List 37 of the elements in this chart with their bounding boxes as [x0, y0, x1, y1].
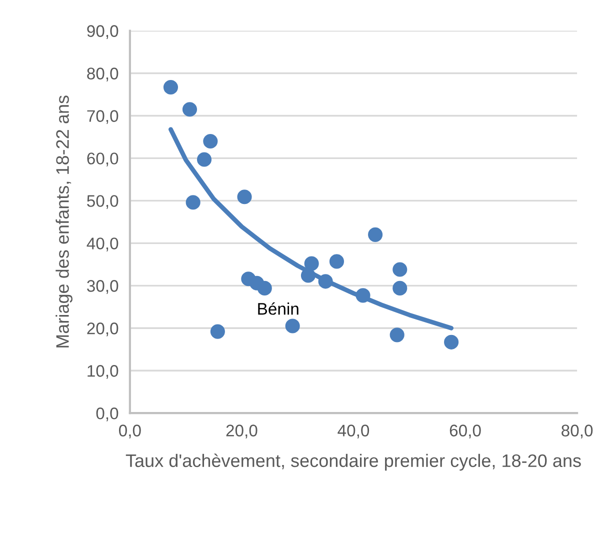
point: [257, 280, 272, 296]
point: [304, 256, 319, 271]
y-tick-label: 50,0: [87, 195, 118, 209]
x-tick-label: 40,0: [338, 424, 370, 438]
y-axis-title: Mariage des enfants, 18-22 ans: [56, 96, 72, 348]
point: [392, 262, 408, 277]
point: [444, 334, 459, 350]
x-tick-label: 0,0: [119, 424, 141, 438]
point: [329, 254, 344, 269]
point: [182, 102, 198, 117]
y-tick-label: 90,0: [87, 25, 118, 39]
point: [318, 274, 333, 289]
point: [237, 190, 252, 204]
point: [285, 318, 300, 334]
y-tick-label: 60,0: [87, 152, 118, 166]
point: [203, 134, 218, 149]
point: [196, 152, 212, 167]
y-tick-label: 10,0: [88, 365, 118, 379]
y-tick-label: 40,0: [86, 238, 118, 252]
x-tick-label: 80,0: [562, 424, 593, 438]
y-tick-label: 80,0: [87, 68, 118, 82]
line-series: [168, 127, 454, 330]
y-tick-label: 70,0: [87, 110, 118, 124]
x-tick-label: 60,0: [450, 424, 481, 438]
point: [163, 80, 178, 95]
x-tick-label: 20,0: [226, 424, 258, 438]
y-tick-label: 20,0: [87, 322, 118, 336]
x-axis-title: Taux d'achèvement, secondaire premier cycle, 18-20 ans: [126, 454, 581, 471]
point: [210, 324, 225, 339]
point: [390, 328, 404, 342]
point: [392, 280, 408, 296]
point: [186, 195, 200, 210]
y-tick-label: 30,0: [87, 280, 118, 294]
annotation: Bénin: [258, 302, 298, 315]
point: [356, 288, 370, 303]
y-tick-label: 0,0: [96, 408, 118, 422]
point: [368, 227, 383, 242]
